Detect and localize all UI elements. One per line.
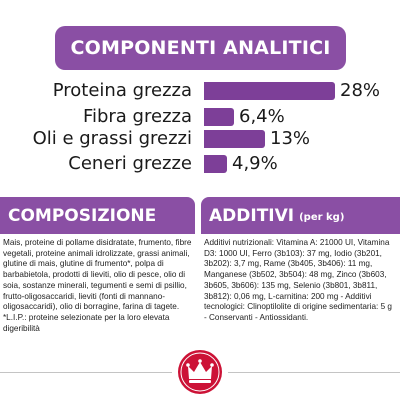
chart-value-label: 13% bbox=[270, 128, 311, 149]
footer-logo-area bbox=[0, 343, 400, 400]
royal-canin-crown-logo bbox=[178, 350, 222, 394]
chart-category-label: Ceneri grezze bbox=[68, 153, 192, 174]
chart-row: Ceneri grezze 4,9% bbox=[0, 152, 400, 176]
chart-category-label: Oli e grassi grezzi bbox=[32, 128, 192, 149]
chart-value-label: 4,9% bbox=[232, 153, 278, 174]
chart-bar bbox=[204, 155, 227, 173]
header-title: COMPONENTI ANALITICI bbox=[70, 37, 331, 59]
additivi-text: Additivi nutrizionali: Vitamina A: 21000… bbox=[204, 238, 392, 322]
additivi-unit: (per kg) bbox=[299, 212, 345, 223]
chart-bar bbox=[204, 82, 335, 100]
composizione-text: Mais, proteine di pollame disidratate, f… bbox=[3, 238, 192, 333]
section-header-componenti: COMPONENTI ANALITICI bbox=[55, 26, 346, 70]
chart-category-label: Fibra grezza bbox=[82, 106, 192, 127]
section-header-additivi: ADDITIVI (per kg) bbox=[201, 197, 400, 234]
chart-value-label: 6,4% bbox=[239, 106, 285, 127]
chart-category-label: Proteina grezza bbox=[52, 80, 192, 101]
divider-line-right bbox=[228, 372, 400, 373]
chart-row: Proteina grezza 28% bbox=[0, 79, 400, 103]
chart-row: Fibra grezza 6,4% bbox=[0, 105, 400, 129]
divider-line-left bbox=[0, 372, 172, 373]
chart-bar bbox=[204, 108, 234, 126]
additivi-title: ADDITIVI bbox=[209, 205, 295, 226]
chart-value-label: 28% bbox=[340, 80, 381, 101]
composizione-title: COMPOSIZIONE bbox=[8, 205, 157, 226]
chart-bar bbox=[204, 130, 265, 148]
chart-row: Oli e grassi grezzi 13% bbox=[0, 127, 400, 151]
section-header-composizione: COMPOSIZIONE bbox=[0, 197, 195, 234]
